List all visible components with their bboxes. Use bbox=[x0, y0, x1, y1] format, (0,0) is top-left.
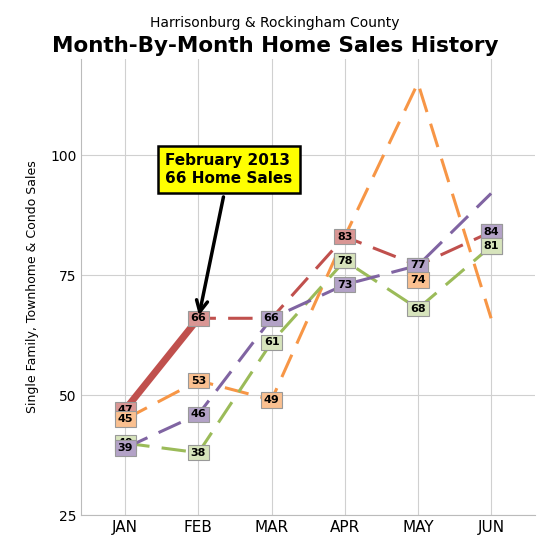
Text: 45: 45 bbox=[118, 414, 133, 424]
Text: February 2013
66 Home Sales: February 2013 66 Home Sales bbox=[166, 153, 293, 312]
Text: 53: 53 bbox=[191, 376, 206, 386]
Text: 66: 66 bbox=[263, 314, 279, 323]
Text: 73: 73 bbox=[337, 279, 353, 290]
Text: Harrisonburg & Rockingham County: Harrisonburg & Rockingham County bbox=[150, 16, 400, 30]
Text: 84: 84 bbox=[483, 227, 499, 237]
Text: Month-By-Month Home Sales History: Month-By-Month Home Sales History bbox=[52, 36, 498, 56]
Text: 66: 66 bbox=[263, 314, 279, 323]
Text: 38: 38 bbox=[191, 448, 206, 458]
Text: 68: 68 bbox=[410, 304, 426, 313]
Text: 46: 46 bbox=[190, 409, 206, 419]
Text: 74: 74 bbox=[410, 275, 426, 285]
Text: 81: 81 bbox=[483, 241, 499, 251]
Text: 39: 39 bbox=[118, 443, 133, 453]
Text: 66: 66 bbox=[190, 314, 206, 323]
Text: 78: 78 bbox=[337, 256, 353, 266]
Y-axis label: Single Family, Townhome & Condo Sales: Single Family, Townhome & Condo Sales bbox=[26, 161, 39, 414]
Text: 40: 40 bbox=[118, 438, 133, 448]
Text: 78: 78 bbox=[337, 256, 353, 266]
Text: 77: 77 bbox=[410, 261, 426, 271]
Text: 77: 77 bbox=[410, 261, 426, 271]
Text: 61: 61 bbox=[264, 337, 279, 347]
Text: 81: 81 bbox=[483, 241, 499, 251]
Text: 49: 49 bbox=[263, 395, 279, 405]
Text: 47: 47 bbox=[118, 404, 133, 415]
Text: 84: 84 bbox=[483, 227, 499, 237]
Text: 83: 83 bbox=[337, 232, 353, 241]
